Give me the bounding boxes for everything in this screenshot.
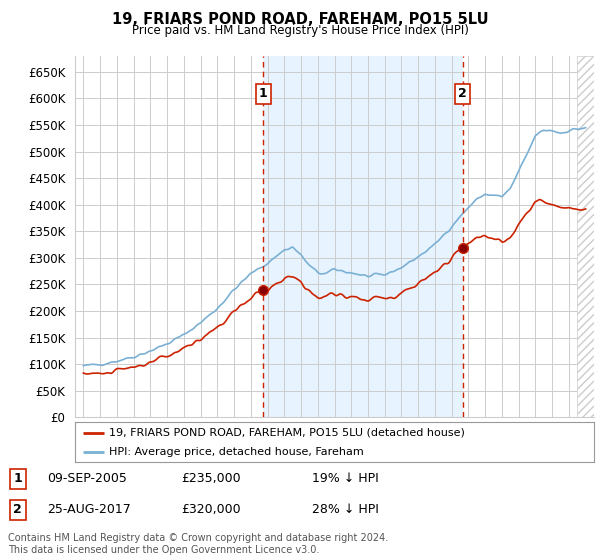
Text: £235,000: £235,000 [181, 473, 241, 486]
Text: 19, FRIARS POND ROAD, FAREHAM, PO15 5LU (detached house): 19, FRIARS POND ROAD, FAREHAM, PO15 5LU … [109, 428, 464, 438]
Text: 1: 1 [259, 87, 268, 100]
Bar [263, 56, 463, 417]
Text: 25-AUG-2017: 25-AUG-2017 [47, 503, 131, 516]
Text: Price paid vs. HM Land Registry's House Price Index (HPI): Price paid vs. HM Land Registry's House … [131, 24, 469, 37]
Text: 19, FRIARS POND ROAD, FAREHAM, PO15 5LU: 19, FRIARS POND ROAD, FAREHAM, PO15 5LU [112, 12, 488, 27]
Text: 09-SEP-2005: 09-SEP-2005 [47, 473, 127, 486]
Text: 2: 2 [13, 503, 22, 516]
Bar [577, 56, 594, 417]
Text: 28% ↓ HPI: 28% ↓ HPI [312, 503, 379, 516]
Text: 2: 2 [458, 87, 467, 100]
Text: £320,000: £320,000 [181, 503, 241, 516]
Text: 1: 1 [13, 473, 22, 486]
Text: 19% ↓ HPI: 19% ↓ HPI [312, 473, 379, 486]
Text: HPI: Average price, detached house, Fareham: HPI: Average price, detached house, Fare… [109, 447, 364, 457]
Text: Contains HM Land Registry data © Crown copyright and database right 2024.
This d: Contains HM Land Registry data © Crown c… [8, 533, 388, 555]
